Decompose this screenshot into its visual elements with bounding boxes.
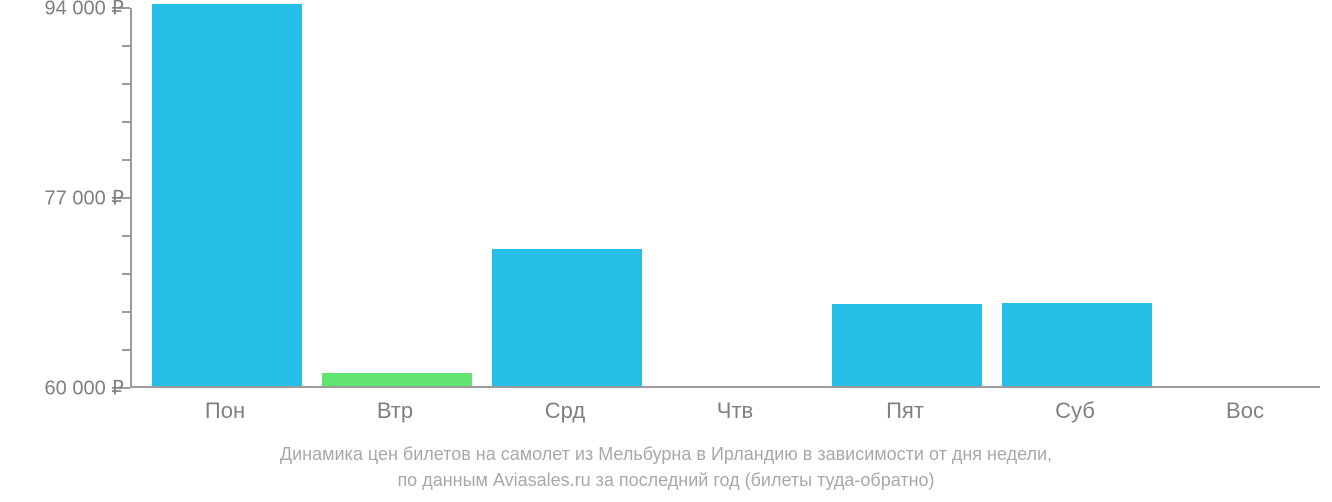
bar-Пон bbox=[152, 4, 302, 386]
plot-area bbox=[130, 8, 1320, 388]
y-tick-minor bbox=[122, 349, 130, 351]
y-tick-minor bbox=[122, 83, 130, 85]
bar-Пят bbox=[832, 304, 982, 386]
x-axis-label: Пят bbox=[886, 398, 924, 424]
bar-Суб bbox=[1002, 303, 1152, 386]
y-tick-minor bbox=[122, 121, 130, 123]
x-axis-label: Вос bbox=[1226, 398, 1264, 424]
y-tick-minor bbox=[122, 45, 130, 47]
x-axis-label: Втр bbox=[377, 398, 413, 424]
y-axis-label: 94 000 ₽ bbox=[45, 0, 124, 21]
y-axis-label: 60 000 ₽ bbox=[45, 376, 124, 401]
x-axis-label: Суб bbox=[1055, 398, 1095, 424]
y-axis-label: 77 000 ₽ bbox=[45, 186, 124, 211]
x-axis-label: Чтв bbox=[717, 398, 753, 424]
chart-caption-line1: Динамика цен билетов на самолет из Мельб… bbox=[0, 444, 1332, 465]
y-tick-minor bbox=[122, 273, 130, 275]
y-tick-minor bbox=[122, 159, 130, 161]
x-axis-label: Срд bbox=[545, 398, 585, 424]
y-tick-minor bbox=[122, 311, 130, 313]
bar-Срд bbox=[492, 249, 642, 386]
price-by-weekday-chart: 60 000 ₽ 77 000 ₽ 94 000 ₽ Пон Втр Срд Чтв Пят… bbox=[0, 0, 1332, 502]
bar-Втр bbox=[322, 373, 472, 386]
x-axis-label: Пон bbox=[205, 398, 245, 424]
chart-caption-line2: по данным Aviasales.ru за последний год … bbox=[0, 470, 1332, 491]
y-tick-minor bbox=[122, 235, 130, 237]
